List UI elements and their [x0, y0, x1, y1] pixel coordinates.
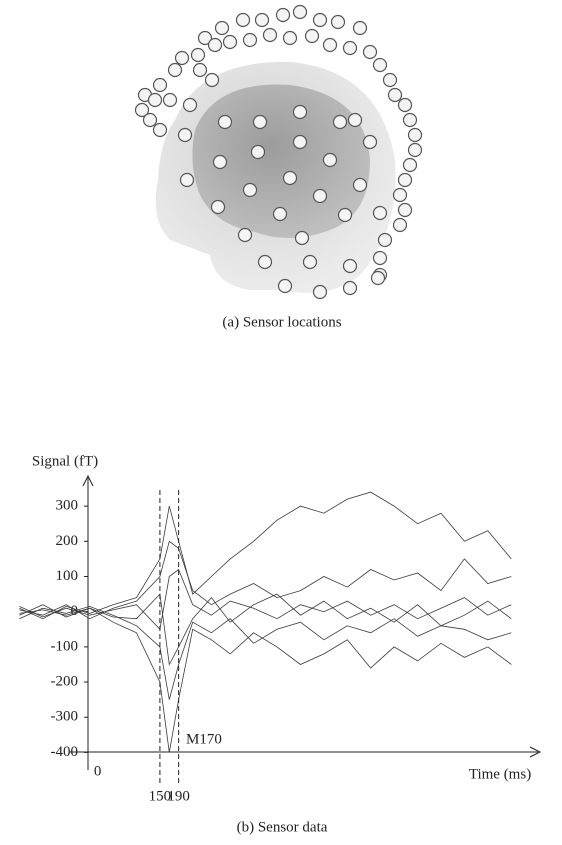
- sensor: [217, 114, 233, 130]
- caption: (b) Sensor data: [237, 819, 328, 835]
- sensor: [294, 230, 310, 246]
- trace: [19, 604, 512, 753]
- sensor: [342, 40, 358, 56]
- sensor: [397, 202, 413, 218]
- sensor: [362, 44, 378, 60]
- y-tick-label: -200: [51, 673, 79, 689]
- sensor: [312, 188, 328, 204]
- sensor: [282, 170, 298, 186]
- sensor: [397, 97, 413, 113]
- x-tick-label: 150: [149, 788, 172, 804]
- sensor: [372, 250, 388, 266]
- sensor-illustration: [134, 4, 423, 300]
- y-tick-label: -100: [51, 638, 79, 654]
- sensor: [257, 254, 273, 270]
- sensor: [372, 57, 388, 73]
- sensor: [182, 97, 198, 113]
- trace: [19, 605, 512, 700]
- sensor: [292, 4, 308, 20]
- y-tick-label: -300: [51, 709, 79, 725]
- sensor: [352, 20, 368, 36]
- sensor: [242, 32, 258, 48]
- x-tick-label: 190: [167, 788, 190, 804]
- y-tick-label: 200: [56, 533, 79, 549]
- sensor: [252, 114, 268, 130]
- sensor: [392, 187, 408, 203]
- sensor: [207, 37, 223, 53]
- x-tick-label: 0: [94, 763, 102, 779]
- sensor: [402, 157, 418, 173]
- sensor: [332, 114, 348, 130]
- sensor: [214, 20, 230, 36]
- x-arrow: [529, 746, 542, 758]
- sensor: [237, 227, 253, 243]
- sensor: [402, 112, 418, 128]
- sensor: [272, 206, 288, 222]
- sensor: [162, 92, 178, 108]
- sensor: [204, 72, 220, 88]
- trace: [19, 540, 512, 620]
- sensor: [277, 278, 293, 294]
- sensor: [210, 199, 226, 215]
- sensor: [342, 258, 358, 274]
- sensor: [312, 12, 328, 28]
- sensor: [167, 62, 183, 78]
- sensor: [250, 144, 266, 160]
- sensor: [330, 14, 346, 30]
- y-tick-label: 100: [56, 568, 79, 584]
- trace: [19, 568, 512, 631]
- sensor: [407, 127, 423, 143]
- sensor: [275, 7, 291, 23]
- sensor: [222, 34, 238, 50]
- sensor: [352, 177, 368, 193]
- sensor: [152, 122, 168, 138]
- sensor: [322, 37, 338, 53]
- caption: (a) Sensor locations: [222, 314, 341, 330]
- sensor: [174, 50, 190, 66]
- sensor: [177, 127, 193, 143]
- y-tick-label: 300: [56, 498, 79, 514]
- sensor: [397, 172, 413, 188]
- sensor: [197, 30, 213, 46]
- sensor: [337, 207, 353, 223]
- y-tick-label: -400: [51, 744, 79, 760]
- trace: [19, 491, 512, 620]
- sensor: [292, 104, 308, 120]
- sensor: [377, 232, 393, 248]
- sensor: [304, 28, 320, 44]
- sensor: [262, 27, 278, 43]
- sensor: [242, 182, 258, 198]
- sensor: [179, 172, 195, 188]
- sensor: [302, 254, 318, 270]
- x-axis-label: Time (ms): [469, 766, 531, 782]
- sensor: [370, 270, 386, 286]
- sensor: [282, 30, 298, 46]
- sensor: [235, 12, 251, 28]
- sensor: [347, 112, 363, 128]
- sensor: [292, 134, 308, 150]
- sensor: [147, 92, 163, 108]
- sensor: [387, 87, 403, 103]
- sensor: [382, 72, 398, 88]
- sensor: [254, 12, 270, 28]
- sensor: [372, 205, 388, 221]
- sensor: [212, 154, 228, 170]
- sensor: [342, 280, 358, 296]
- sensor: [362, 134, 378, 150]
- sensor: [392, 217, 408, 233]
- sensor: [322, 152, 338, 168]
- sensor: [142, 112, 158, 128]
- trace: [19, 593, 512, 666]
- sensor: [407, 142, 423, 158]
- sensor: [190, 47, 206, 63]
- sensor: [134, 102, 150, 118]
- y-axis-label: Signal (fT): [32, 453, 98, 469]
- sensor: [192, 62, 208, 78]
- sensor: [152, 77, 168, 93]
- sensor: [312, 284, 328, 300]
- annotation: M170: [186, 731, 222, 747]
- y-arrow: [82, 474, 94, 487]
